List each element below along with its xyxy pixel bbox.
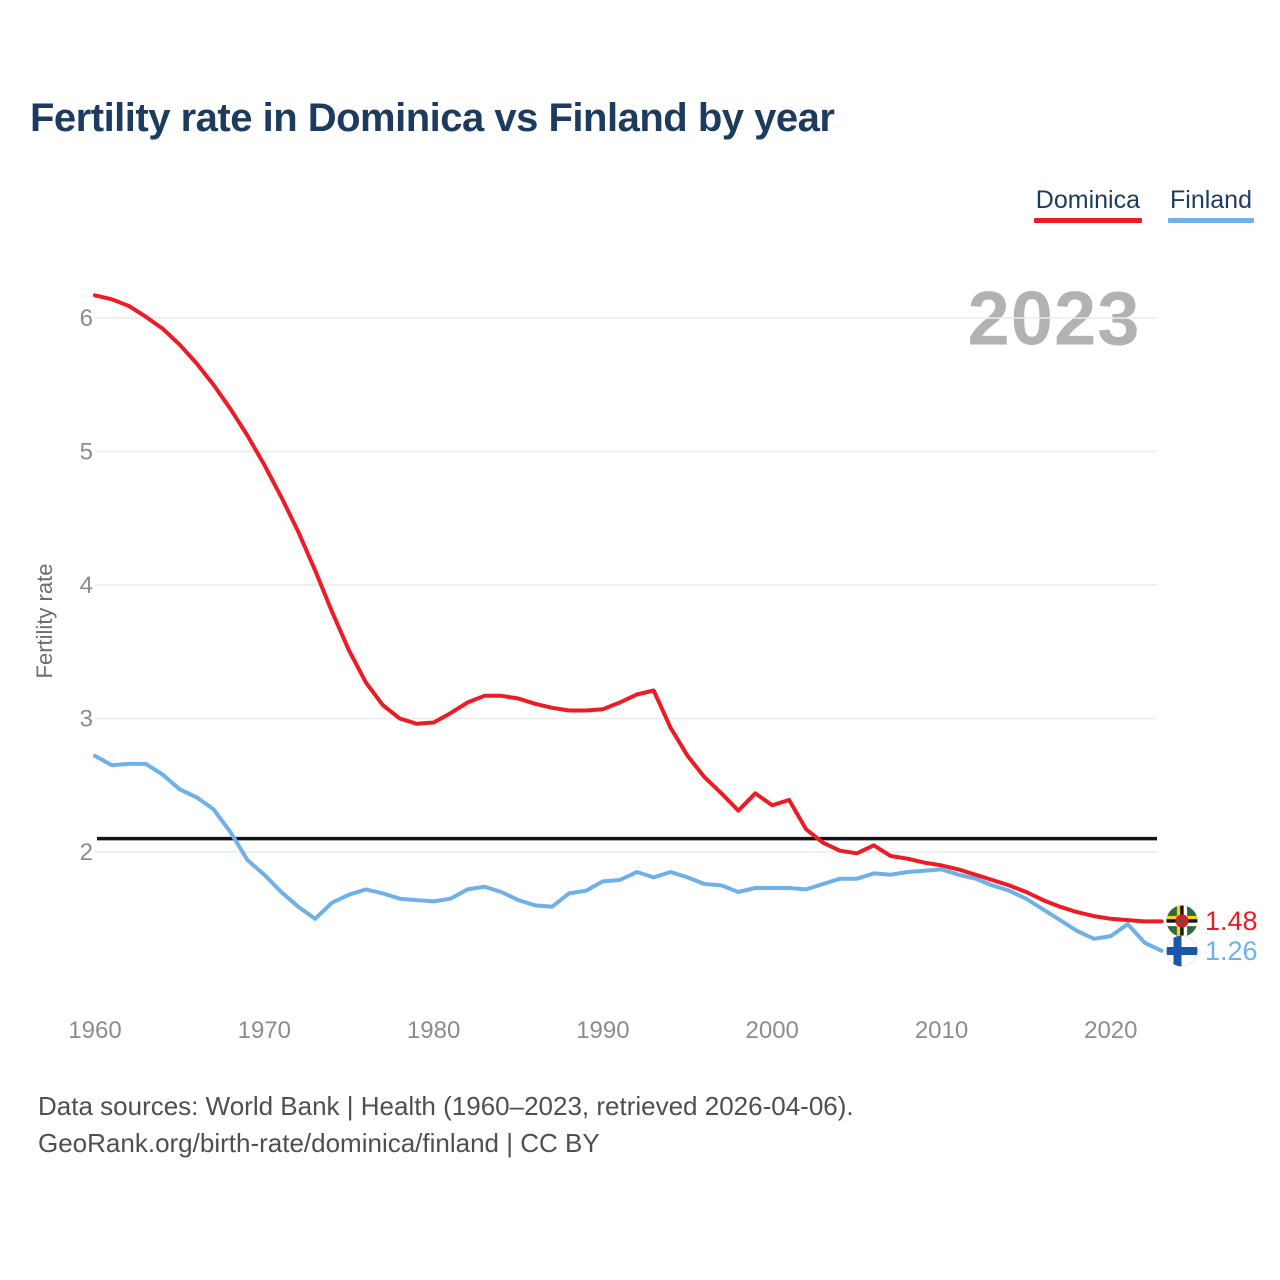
x-tick-1970: 1970 — [238, 1017, 291, 1044]
finland-line[interactable] — [93, 753, 1164, 953]
x-tick-1980: 1980 — [407, 1017, 460, 1044]
x-tick-2000: 2000 — [746, 1017, 799, 1044]
y-tick-4: 4 — [80, 572, 93, 599]
y-tick-2: 2 — [80, 839, 93, 866]
footer: Data sources: World Bank | Health (1960–… — [38, 1088, 854, 1162]
footer-attribution: GeoRank.org/birth-rate/dominica/finland … — [38, 1128, 600, 1158]
dominica-flag-icon — [1166, 905, 1198, 937]
endpoint-value-dominica: 1.48 — [1205, 906, 1258, 937]
y-tick-3: 3 — [80, 706, 93, 733]
legend-label-finland: Finland — [1170, 186, 1252, 214]
legend-item-finland[interactable]: Finland — [1168, 186, 1254, 223]
legend-underline-finland — [1168, 218, 1254, 223]
legend-item-dominica[interactable]: Dominica — [1033, 186, 1142, 223]
footer-data-sources: Data sources: World Bank | Health (1960–… — [38, 1091, 854, 1121]
x-tick-1960: 1960 — [68, 1017, 121, 1044]
y-tick-6: 6 — [80, 305, 93, 332]
x-tick-2010: 2010 — [915, 1017, 968, 1044]
legend-label-dominica: Dominica — [1035, 186, 1140, 214]
x-tick-2020: 2020 — [1084, 1017, 1137, 1044]
legend: Dominica Finland — [1033, 186, 1254, 223]
x-tick-1990: 1990 — [576, 1017, 629, 1044]
endpoint-dominica: 1.48 — [1166, 905, 1258, 937]
endpoint-value-finland: 1.26 — [1205, 935, 1258, 966]
dominica-line[interactable] — [93, 293, 1164, 924]
page-title: Fertility rate in Dominica vs Finland by… — [30, 96, 835, 140]
y-tick-5: 5 — [80, 439, 93, 466]
finland-flag-icon — [1166, 935, 1198, 967]
endpoint-finland: 1.26 — [1166, 935, 1258, 967]
legend-underline-dominica — [1033, 218, 1142, 223]
watermark-year: 2023 — [967, 276, 1141, 362]
